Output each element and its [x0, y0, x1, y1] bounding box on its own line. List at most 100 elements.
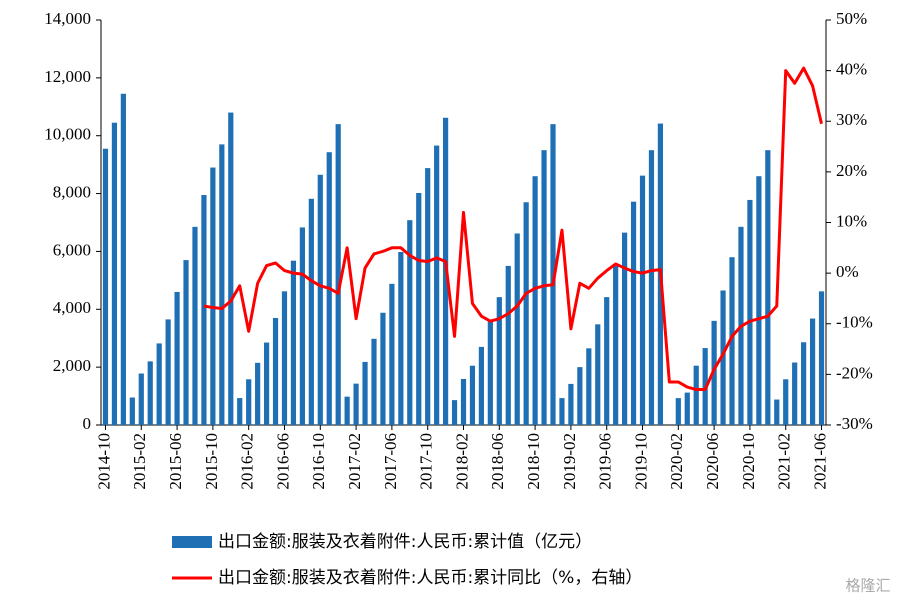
bar [263, 342, 270, 425]
bar [237, 398, 243, 425]
bar [344, 396, 350, 425]
bar [747, 199, 753, 425]
bar [586, 348, 592, 425]
bar [460, 379, 467, 425]
bar [174, 291, 180, 425]
y-tick-label: 6,000 [53, 240, 91, 259]
bar [102, 148, 109, 425]
legend-swatch [172, 536, 212, 548]
bar [210, 167, 216, 426]
bar [398, 252, 404, 425]
watermark: 格隆汇 [845, 577, 890, 595]
bar [648, 150, 655, 425]
bar [809, 318, 816, 425]
bar [478, 346, 485, 425]
bar [774, 399, 780, 425]
bar [434, 145, 440, 426]
bar [720, 290, 726, 425]
bar [693, 365, 699, 425]
bar [425, 168, 431, 425]
bar [335, 124, 341, 426]
x-tick-label: 2015-10 [202, 433, 221, 490]
y-tick-label: 12,000 [44, 67, 91, 86]
bar [595, 324, 601, 425]
bar [120, 93, 126, 426]
bar [129, 397, 135, 425]
bar [183, 260, 189, 425]
bar [604, 297, 610, 425]
bar [156, 343, 162, 425]
x-tick-label: 2016-02 [238, 433, 257, 490]
x-tick-label: 2019-02 [560, 433, 579, 490]
x-tick-label: 2021-06 [810, 433, 829, 490]
bar [201, 195, 207, 425]
x-tick-label: 2020-02 [667, 433, 686, 490]
bar [138, 373, 144, 425]
y2-tick-label: 20% [836, 161, 867, 180]
y-tick-label: 2,000 [53, 356, 91, 375]
y2-tick-label: -20% [836, 363, 873, 382]
bar [568, 383, 574, 425]
x-tick-label: 2018-06 [488, 433, 507, 490]
bar [353, 383, 359, 425]
x-tick-label: 2019-10 [631, 433, 650, 490]
bar [192, 226, 198, 425]
bar [255, 362, 261, 425]
bar [389, 283, 395, 425]
y2-tick-label: -10% [836, 313, 873, 332]
bar [765, 150, 771, 425]
x-tick-label: 2017-10 [417, 433, 436, 490]
bar [165, 319, 171, 425]
bar [505, 265, 511, 425]
x-tick-label: 2018-10 [524, 433, 543, 490]
bar [281, 291, 288, 425]
x-tick-label: 2017-06 [381, 433, 400, 490]
bar [792, 362, 798, 425]
bar [675, 398, 681, 425]
y-tick-label: 4,000 [53, 298, 91, 317]
line [203, 66, 823, 392]
bar [639, 175, 646, 425]
legend-label: 出口金额:服装及衣着附件:人民币:累计同比（%，右轴） [218, 568, 642, 588]
x-tick-label: 2021-02 [775, 433, 794, 490]
bar [371, 338, 377, 425]
y-tick-label: 8,000 [53, 182, 91, 201]
bar [514, 233, 520, 425]
y2-tick-label: 30% [836, 110, 867, 129]
y2-tick-label: -30% [836, 414, 873, 433]
bar [272, 317, 279, 425]
bar [380, 312, 386, 425]
bar [451, 400, 458, 425]
bar [317, 174, 323, 425]
bar [729, 257, 735, 425]
bar [407, 220, 413, 425]
bar [630, 201, 637, 425]
bar [219, 144, 225, 425]
x-tick-label: 2018-02 [452, 433, 471, 490]
bar [783, 379, 789, 425]
bar [246, 379, 252, 425]
bar [496, 297, 502, 425]
bar [532, 176, 538, 425]
bar [622, 232, 628, 425]
bar [299, 227, 305, 425]
bar [416, 192, 422, 425]
y2-tick-label: 0% [836, 262, 859, 281]
bar [469, 365, 476, 425]
bar [613, 265, 619, 425]
x-tick-label: 2019-06 [596, 433, 615, 490]
bar [818, 291, 825, 425]
bar [487, 319, 493, 425]
y-tick-label: 0 [83, 414, 92, 433]
x-tick-label: 2015-06 [166, 433, 185, 490]
bar [550, 124, 556, 426]
bar [523, 202, 529, 425]
bar [577, 367, 583, 425]
bar [801, 342, 807, 425]
x-tick-label: 2020-10 [739, 433, 758, 490]
bar [559, 398, 565, 425]
bar [756, 176, 762, 425]
x-tick-label: 2020-06 [703, 433, 722, 490]
bar [684, 392, 690, 425]
